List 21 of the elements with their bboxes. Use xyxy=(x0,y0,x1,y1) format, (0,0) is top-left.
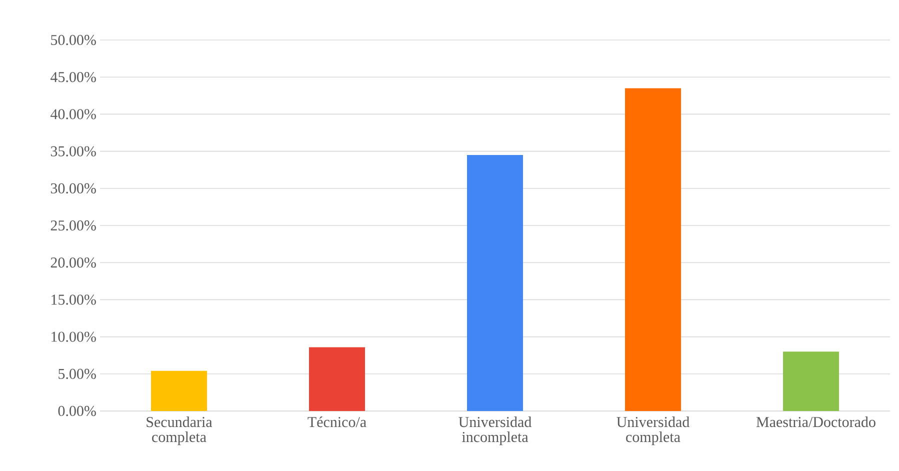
y-tick-label: 30.00% xyxy=(50,183,96,194)
bar xyxy=(309,347,365,411)
x-tick-label: Universidad completa xyxy=(616,416,690,446)
bar xyxy=(467,155,523,411)
y-tick-label: 45.00% xyxy=(50,72,96,82)
y-tick-label: 40.00% xyxy=(50,109,96,120)
bar xyxy=(151,370,207,411)
y-tick-label: 10.00% xyxy=(52,332,96,342)
y-tick-label: 15.00% xyxy=(52,294,96,305)
y-tick-label: 35.00% xyxy=(50,146,96,156)
bar xyxy=(625,88,682,411)
y-tick-label: 50.00% xyxy=(51,34,96,46)
x-tick-label: Maestria/Doctorado xyxy=(756,416,876,428)
y-tick-label: 5.00% xyxy=(58,368,96,379)
x-tick-label: Técnico/a xyxy=(308,416,366,428)
y-tick-label: 0.00% xyxy=(58,406,96,416)
y-tick-label: 20.00% xyxy=(50,258,96,268)
bar xyxy=(783,352,840,411)
x-tick-label: Universidad incompleta xyxy=(458,416,532,446)
y-tick-label: 25.00% xyxy=(50,220,96,231)
x-tick-label: Secundaria completa xyxy=(146,416,212,446)
